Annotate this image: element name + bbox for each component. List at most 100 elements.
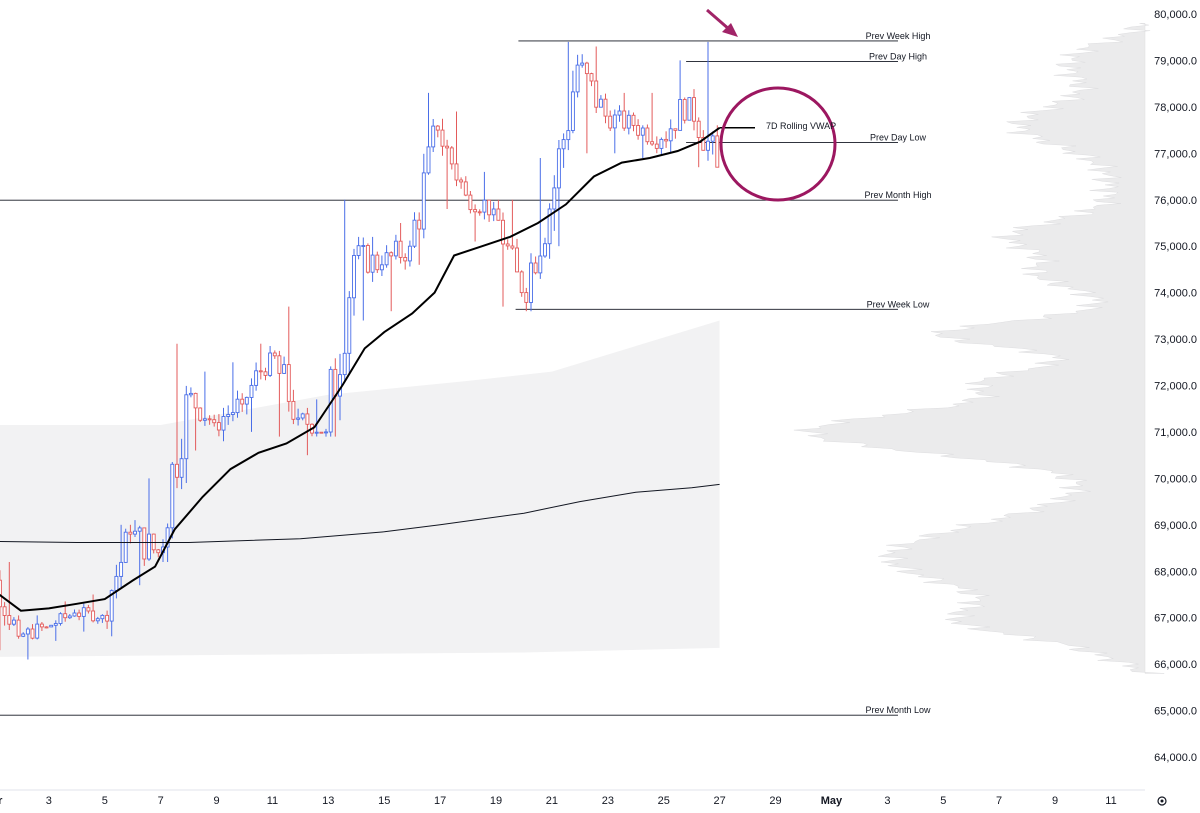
candle-body — [268, 352, 273, 376]
candle-body — [147, 533, 151, 560]
level-label: Prev Month High — [864, 190, 931, 200]
candle-body — [254, 370, 259, 386]
candle-body — [505, 243, 510, 247]
candle-body — [561, 139, 566, 150]
candle-body — [133, 530, 137, 535]
candle-body — [179, 458, 184, 478]
level-label: Prev Month Low — [865, 705, 931, 715]
candle-body — [77, 612, 82, 617]
candle-body — [608, 115, 613, 129]
candle-body — [403, 257, 408, 262]
level-label: Prev Week Low — [867, 299, 930, 309]
candle-body — [538, 255, 543, 274]
candle-body — [375, 254, 380, 271]
date-tick-label: 29 — [769, 795, 781, 807]
price-tick-label: 71,000.0 — [1154, 427, 1197, 439]
candle-body — [482, 199, 487, 213]
candle-body — [95, 618, 100, 622]
candle-body — [244, 396, 249, 405]
rolling-vwap-line — [0, 126, 721, 612]
candle-body — [487, 199, 492, 216]
candle-body — [692, 97, 696, 122]
candle-body — [389, 252, 394, 257]
candle-body — [668, 128, 673, 142]
candle-body — [324, 431, 328, 434]
date-tick-label: 3 — [884, 795, 890, 807]
candle-body — [477, 211, 482, 214]
date-tick-label: May — [821, 795, 843, 807]
price-tick-label: 74,000.0 — [1154, 288, 1197, 300]
candle-body — [356, 245, 361, 256]
candle-body — [240, 398, 245, 405]
candle-body — [682, 99, 687, 121]
candle-body — [584, 62, 589, 75]
candle-body — [249, 384, 254, 398]
candle-body — [305, 413, 310, 425]
candle-body — [626, 114, 631, 129]
candle-body — [533, 262, 538, 274]
candle-body — [696, 120, 701, 138]
date-tick-label: 23 — [602, 795, 614, 807]
candle-body — [235, 398, 240, 414]
candles — [0, 41, 720, 660]
time-axis[interactable]: Apr 3 5 7 9 11 13 15 17 19 21 23 25 27 29 May 3 5 7 9 11 — [0, 789, 1145, 807]
candle-body — [319, 431, 324, 434]
candle-body — [151, 533, 156, 551]
candle-body — [664, 138, 669, 142]
candle-body — [449, 147, 454, 165]
candle-body — [86, 607, 91, 612]
date-tick-label: 21 — [546, 795, 558, 807]
candle-body — [338, 374, 342, 397]
candle-body — [263, 371, 268, 376]
candle-body — [580, 62, 585, 66]
price-axis[interactable]: 80,000.0 79,000.0 78,000.0 77,000.0 76,000.0… — [1154, 9, 1197, 764]
date-tick-label: 17 — [434, 795, 446, 807]
candle-body — [501, 219, 505, 245]
candle-body — [114, 575, 119, 591]
candle-body — [258, 370, 263, 373]
candle-body — [272, 352, 277, 357]
price-tick-label: 77,000.0 — [1154, 148, 1197, 160]
vwap-label: 7D Rolling VWAP — [766, 121, 836, 131]
candle-body — [435, 125, 440, 131]
candle-body — [463, 181, 468, 196]
candle-body — [188, 392, 193, 396]
candle-body — [156, 549, 161, 554]
date-tick-label: 7 — [996, 795, 1002, 807]
candle-body — [25, 628, 30, 635]
candle-body — [365, 245, 370, 273]
candle-body — [640, 127, 645, 136]
price-tick-label: 78,000.0 — [1154, 102, 1197, 114]
date-tick-label: 7 — [158, 795, 164, 807]
candle-body — [216, 422, 221, 431]
candle-body — [184, 394, 189, 460]
candle-body — [510, 245, 515, 249]
candle-body — [384, 252, 389, 266]
candle-body — [687, 97, 692, 121]
candle-body — [7, 615, 12, 625]
candle-body — [570, 91, 575, 131]
candle-body — [105, 614, 110, 622]
settings-icon[interactable] — [1157, 796, 1167, 806]
candle-body — [393, 240, 398, 257]
candle-body — [612, 114, 617, 129]
candle-body — [128, 531, 133, 535]
candle-body — [547, 208, 552, 245]
candle-body — [39, 623, 44, 628]
candle-body — [543, 243, 547, 257]
candle-body — [417, 219, 422, 230]
candle-body — [230, 412, 235, 415]
candle-body — [347, 297, 352, 354]
candle-body — [673, 128, 678, 131]
candle-body — [0, 579, 2, 608]
price-tick-label: 76,000.0 — [1154, 195, 1197, 207]
candle-body — [291, 400, 296, 420]
date-tick-label: 3 — [46, 795, 52, 807]
candle-body — [21, 633, 26, 637]
candle-body — [617, 110, 622, 116]
candle-body — [142, 527, 147, 560]
candle-body — [16, 619, 21, 637]
candle-body — [165, 527, 170, 548]
candle-body — [207, 418, 212, 421]
candle-body — [631, 114, 636, 126]
